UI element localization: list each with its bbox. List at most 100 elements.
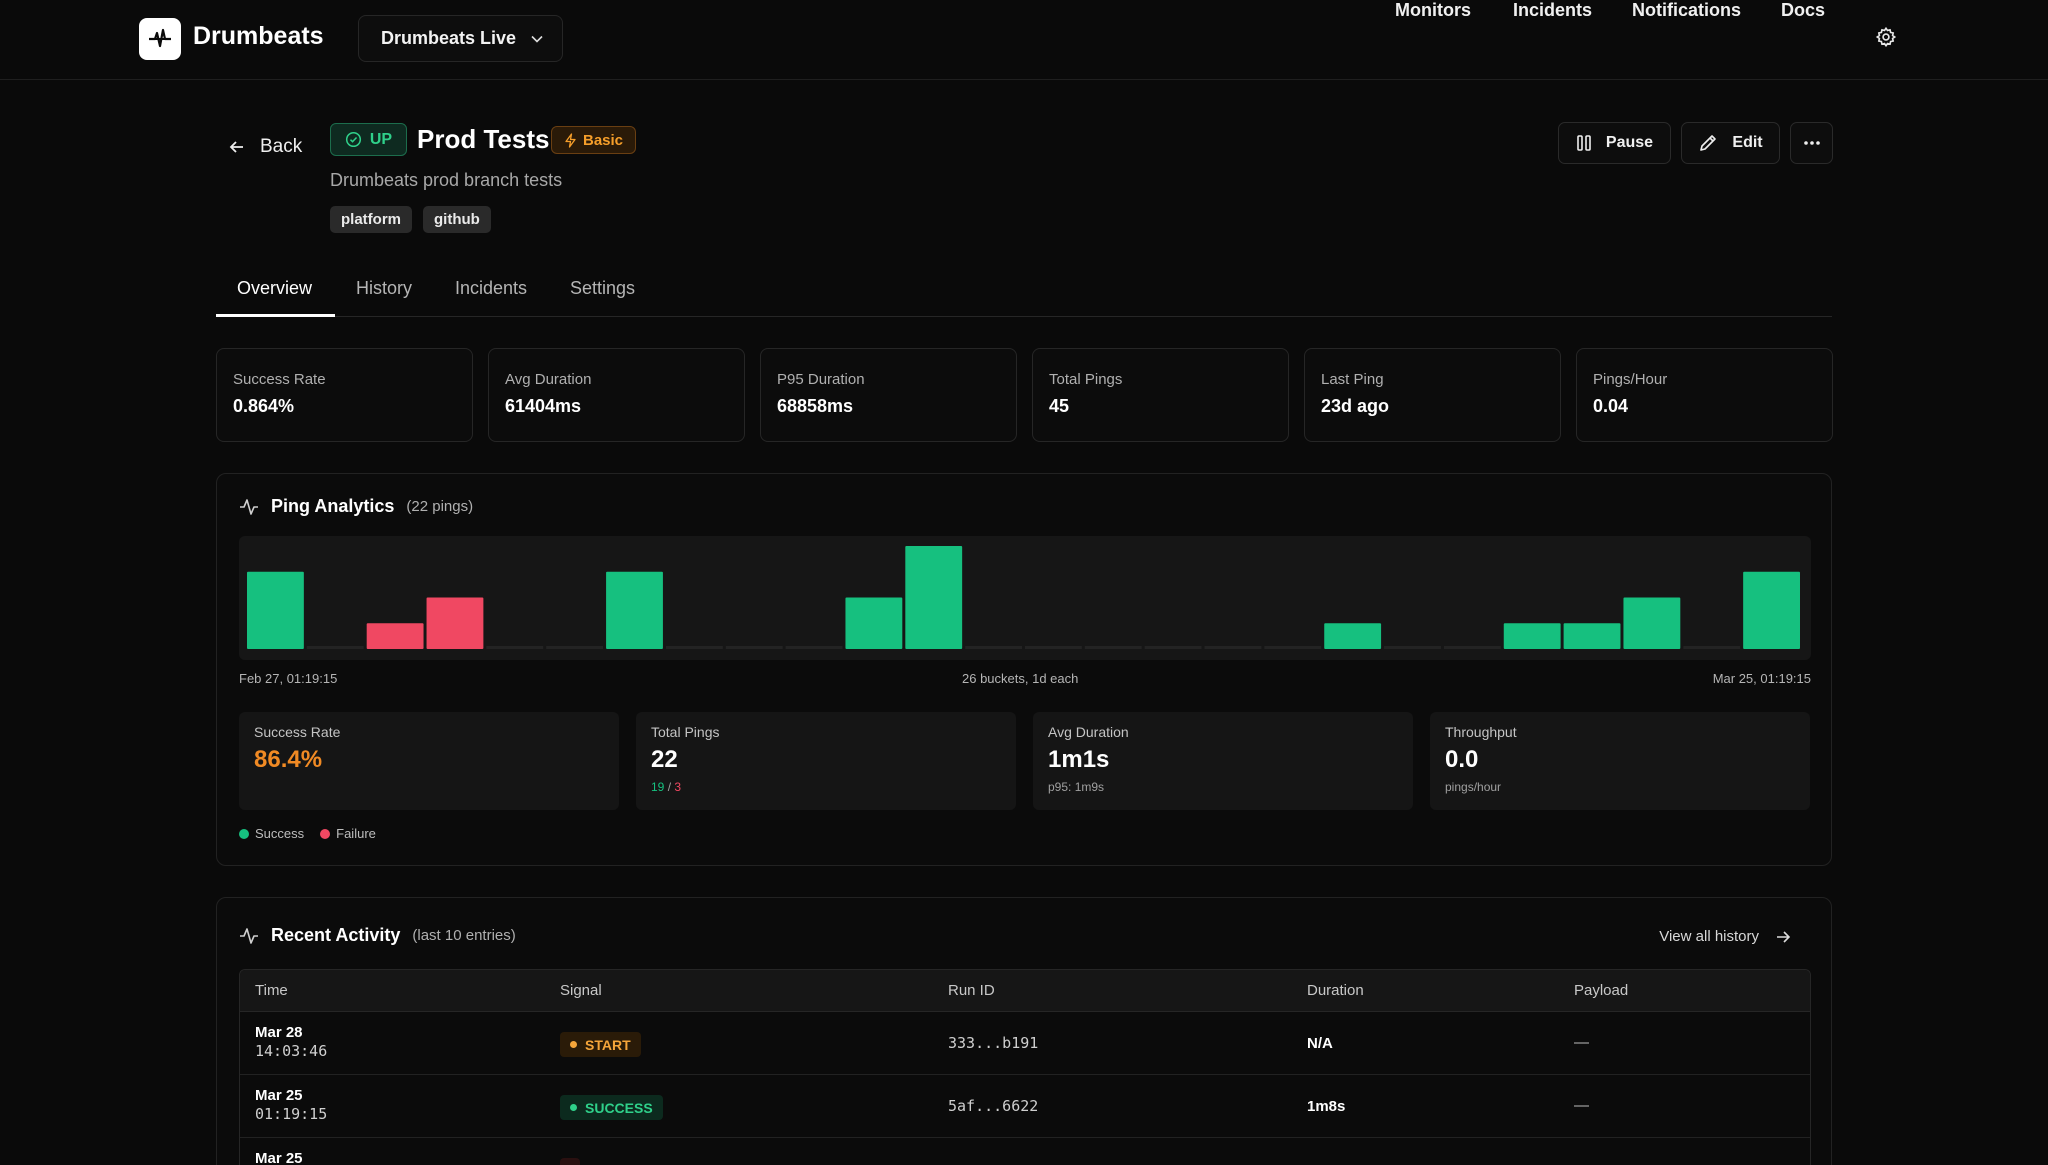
chart-bar-empty (1144, 646, 1202, 649)
stat-value: 61404ms (505, 396, 582, 416)
back-button[interactable]: Back (228, 136, 302, 158)
chart-bar-failure[interactable] (426, 597, 484, 650)
top-navbar: Drumbeats Drumbeats Live Monitors Incide… (0, 0, 2048, 80)
failure-count: 3 (674, 780, 682, 794)
nav-link-incidents[interactable]: Incidents (1513, 0, 1593, 20)
chart-bar-success[interactable] (1503, 623, 1561, 649)
tab-settings[interactable]: Settings (570, 278, 636, 298)
table-row[interactable]: Mar 25 01:19:15 SUCCESS 5af...6622 1m8s … (240, 1075, 1810, 1138)
back-label: Back (260, 136, 303, 157)
pause-button[interactable]: Pause (1558, 122, 1671, 164)
metric-label: Success Rate (254, 724, 341, 740)
activity-table: Time Signal Run ID Duration Payload Mar … (239, 969, 1811, 1165)
legend-success-label: Success (255, 826, 305, 841)
ping-bar-chart (239, 536, 1811, 660)
chart-bucket-label: 26 buckets, 1d each (962, 671, 1079, 686)
more-horizontal-icon (1803, 141, 1820, 145)
signal-badge: START (560, 1032, 641, 1057)
chart-bar-success[interactable] (1623, 597, 1681, 650)
chart-bar-success[interactable] (1743, 571, 1800, 649)
nav-link-monitors[interactable]: Monitors (1395, 0, 1471, 20)
metric-value: 0.0 (1445, 746, 1479, 773)
metric-value: 22 (651, 746, 678, 773)
stat-card-p95-duration: P95 Duration 68858ms (760, 348, 1017, 442)
chart-bar-empty (1384, 646, 1441, 649)
metric-value: 86.4% (254, 746, 323, 773)
table-header: Time Signal Run ID Duration Payload (240, 970, 1810, 1012)
chart-start-label: Feb 27, 01:19:15 (239, 671, 338, 686)
legend-failure-label: Failure (336, 826, 376, 841)
signal-dot-icon (570, 1041, 577, 1048)
tab-incidents[interactable]: Incidents (455, 278, 528, 298)
row-time: Mar 28 14:03:46 (255, 1024, 327, 1060)
metric-sub: pings/hour (1445, 780, 1502, 794)
chart-bar-success[interactable] (905, 546, 963, 649)
row-payload: — (1574, 1034, 1589, 1051)
brand-logo-icon[interactable] (139, 18, 181, 60)
table-row[interactable]: Mar 25 (240, 1138, 1810, 1165)
nav-link-docs[interactable]: Docs (1781, 0, 1826, 20)
more-options-button[interactable] (1790, 122, 1833, 164)
pause-icon (1577, 135, 1591, 151)
metric-total-pings: Total Pings 22 19 / 3 (636, 712, 1016, 810)
edit-button[interactable]: Edit (1681, 122, 1780, 164)
metric-avg-duration: Avg Duration 1m1s p95: 1m9s (1033, 712, 1413, 810)
environment-switcher[interactable]: Drumbeats Live (358, 15, 563, 62)
monitor-title: Prod Tests (417, 124, 550, 154)
view-all-history-link[interactable]: View all history (1659, 928, 1791, 945)
signal-label: SUCCESS (585, 1099, 653, 1116)
column-time: Time (255, 982, 288, 999)
stat-value: 0.864% (233, 396, 295, 416)
row-time: Mar 25 01:19:15 (255, 1087, 327, 1123)
monitor-tabs: Overview History Incidents Settings (216, 272, 1832, 317)
plan-label: Basic (582, 131, 624, 149)
row-run-id[interactable]: 333...b191 (948, 1034, 1039, 1052)
legend-failure: Failure (320, 826, 376, 841)
chart-bar-empty (486, 646, 544, 649)
metric-value: 1m1s (1048, 746, 1110, 773)
recent-activity-panel: Recent Activity (last 10 entries) View a… (216, 897, 1832, 1165)
stat-label: Last Ping (1321, 371, 1384, 388)
chart-bar-empty (546, 646, 604, 649)
settings-gear-icon[interactable] (1875, 26, 1897, 53)
arrow-right-icon (1777, 930, 1791, 943)
brand-name[interactable]: Drumbeats (193, 22, 324, 50)
chart-bar-empty (785, 646, 843, 649)
chart-bar-success[interactable] (1563, 623, 1621, 649)
ping-analytics-panel: Ping Analytics (22 pings) Feb 27, 01:19:… (216, 473, 1832, 866)
nav-link-notifications[interactable]: Notifications (1632, 0, 1742, 20)
chart-bar-success[interactable] (845, 597, 903, 650)
signal-dot-icon (570, 1104, 577, 1111)
active-tab-indicator (216, 314, 335, 317)
chart-bar-success[interactable] (1324, 623, 1382, 649)
edit-label: Edit (1732, 134, 1763, 151)
chart-bar-success[interactable] (247, 571, 304, 649)
chart-bar-empty (306, 646, 364, 649)
column-run-id: Run ID (948, 982, 995, 999)
status-label: UP (369, 130, 393, 148)
plan-badge: Basic (551, 126, 636, 154)
chart-bar-failure[interactable] (366, 623, 424, 649)
chart-bar-empty (1025, 646, 1082, 649)
failure-dot-icon (320, 828, 331, 839)
chart-bar-empty (1204, 646, 1262, 649)
chart-bar-empty (1084, 646, 1142, 649)
environment-label: Drumbeats Live (381, 28, 517, 48)
table-row[interactable]: Mar 28 14:03:46 START 333...b191 N/A — (240, 1012, 1810, 1075)
signal-label: START (585, 1036, 631, 1053)
column-payload: Payload (1574, 982, 1629, 999)
tab-overview[interactable]: Overview (237, 278, 313, 298)
success-dot-icon (239, 828, 249, 839)
chart-bar-success[interactable] (606, 571, 663, 649)
ping-analytics-count: (22 pings) (406, 498, 474, 515)
ping-analytics-header: Ping Analytics (22 pings) (239, 496, 473, 517)
tag-platform[interactable]: platform (330, 206, 412, 233)
tag-github[interactable]: github (423, 206, 491, 233)
metric-sub: p95: 1m9s (1048, 780, 1105, 794)
stat-value: 23d ago (1321, 396, 1390, 416)
metric-breakdown: 19 / 3 (651, 780, 1001, 794)
row-run-id[interactable]: 5af...6622 (948, 1097, 1039, 1115)
ping-chart-svg (247, 546, 1800, 650)
chart-bar-empty (965, 646, 1022, 649)
tab-history[interactable]: History (356, 278, 413, 298)
